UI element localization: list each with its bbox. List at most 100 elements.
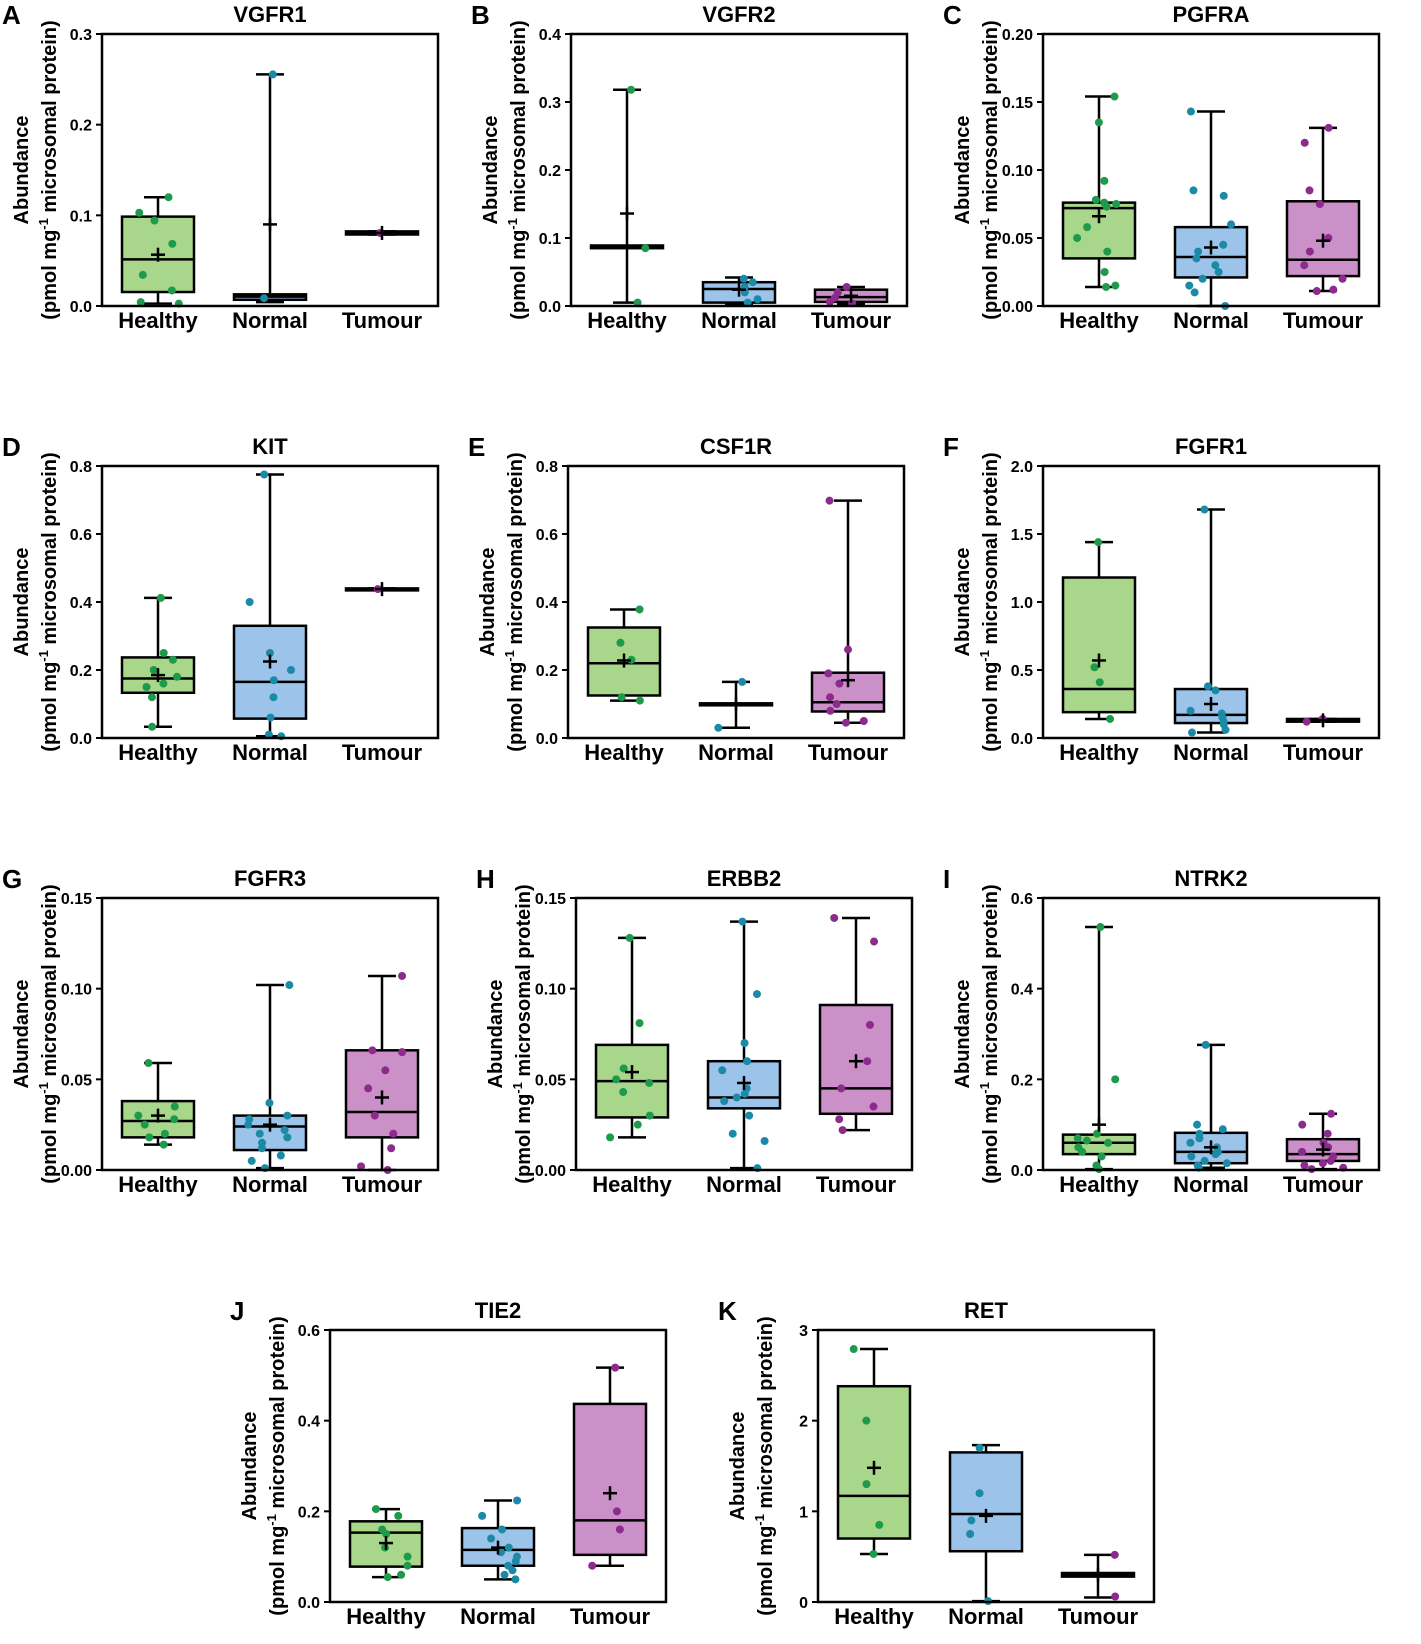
group-tumour: Tumour — [1058, 1550, 1139, 1629]
chart-title: PGFRA — [1173, 2, 1250, 27]
data-point — [635, 696, 644, 705]
data-point — [1305, 186, 1314, 195]
data-point — [266, 713, 275, 722]
data-point — [1110, 1550, 1119, 1559]
x-category-label: Tumour — [1283, 1172, 1364, 1197]
y-tick-label: 0.0 — [70, 731, 92, 748]
data-point — [1312, 287, 1321, 296]
data-point — [1100, 176, 1109, 185]
data-point — [865, 1020, 874, 1029]
data-point — [280, 1126, 289, 1135]
data-point — [269, 693, 278, 702]
chart-title: ERBB2 — [707, 866, 782, 891]
group-normal: Normal — [1173, 107, 1249, 333]
x-category-label: Tumour — [808, 740, 889, 765]
group-healthy: Healthy — [592, 933, 672, 1197]
y-axis-label-line1: Abundance — [952, 980, 974, 1089]
data-point — [1324, 123, 1333, 132]
x-category-label: Healthy — [1059, 308, 1139, 333]
group-normal: Normal — [948, 1443, 1024, 1629]
x-category-label: Normal — [706, 1172, 782, 1197]
data-point — [1300, 1161, 1309, 1170]
x-category-label: Tumour — [1058, 1604, 1139, 1629]
panel-a: A VGFR1 Abundance (pmol mg-1 microsomal pro… — [2, 0, 440, 333]
y-tick-label: 0.2 — [70, 663, 92, 680]
data-point — [1111, 281, 1120, 290]
data-point — [381, 1066, 390, 1075]
y-tick-label: 0.3 — [70, 27, 92, 44]
data-point — [1211, 1150, 1220, 1159]
y-axis-label-superscript: -1 — [977, 1082, 992, 1094]
x-category-label: Normal — [232, 740, 308, 765]
data-point — [1188, 728, 1197, 737]
data-point — [863, 1057, 872, 1066]
data-point — [616, 638, 625, 647]
y-tick-label: 0.0 — [1011, 1163, 1033, 1180]
group-normal: Normal — [232, 981, 308, 1197]
y-tick-label: 3 — [799, 1323, 808, 1340]
data-point — [504, 1543, 513, 1552]
data-point — [147, 693, 156, 702]
data-point — [967, 1516, 976, 1525]
y-axis-label-unit-rest: microsomal protein) — [513, 884, 535, 1082]
y-tick-label: 0.05 — [61, 1072, 92, 1089]
data-point — [588, 1561, 597, 1570]
data-point — [1082, 1136, 1091, 1145]
data-point — [732, 1093, 741, 1102]
data-point — [1187, 1152, 1196, 1161]
group-normal: Normal — [698, 677, 774, 765]
x-category-label: Healthy — [587, 308, 667, 333]
data-point — [398, 971, 407, 980]
panel-i: I NTRK2 Abundance (pmol mg-1 microsomal pro… — [943, 864, 1381, 1197]
data-point — [145, 1133, 154, 1142]
panel-h: H ERBB2 Abundance (pmol mg-1 microsomal pro… — [476, 864, 914, 1197]
data-point — [633, 1120, 642, 1129]
data-point — [500, 1570, 509, 1579]
data-point — [1102, 202, 1111, 211]
data-point — [134, 1111, 143, 1120]
data-point — [1323, 1129, 1332, 1138]
panel-k: K RET Abundance (pmol mg-1 microsomal prote… — [718, 1296, 1156, 1629]
data-point — [150, 216, 159, 225]
data-point — [1186, 1138, 1195, 1147]
data-point — [173, 672, 182, 681]
data-point — [1100, 268, 1109, 276]
data-point — [1190, 288, 1199, 297]
data-point — [645, 1078, 654, 1087]
data-point — [641, 244, 650, 253]
data-point — [364, 1084, 373, 1093]
data-point — [268, 70, 277, 79]
y-tick-label: 0.00 — [61, 1163, 92, 1180]
y-tick-label: 0.6 — [70, 527, 92, 544]
data-point — [869, 1102, 878, 1111]
y-axis-label-superscript: -1 — [36, 1082, 51, 1094]
data-point — [826, 693, 835, 702]
y-tick-label: 0.0 — [536, 731, 558, 748]
data-point — [615, 1525, 624, 1534]
x-category-label: Tumour — [1283, 308, 1364, 333]
data-point — [260, 470, 269, 479]
data-point — [159, 679, 168, 688]
y-axis-label-line1: Abundance — [485, 980, 507, 1089]
data-point — [826, 706, 835, 715]
box — [948, 1451, 1024, 1553]
y-tick-label: 0.0 — [1011, 731, 1033, 748]
data-point — [1211, 686, 1220, 695]
y-tick-label: 0.0 — [70, 299, 92, 316]
group-normal: Normal — [706, 917, 782, 1197]
data-point — [1103, 247, 1112, 256]
data-point — [743, 298, 752, 307]
panel-b: B VGFR2 Abundance (pmol mg-1 microsomal pro… — [471, 0, 909, 333]
data-point — [1200, 505, 1209, 514]
y-axis-label-unit-rest: microsomal protein) — [980, 884, 1002, 1082]
y-axis-label: Abundance (pmol mg-1 microsomal protein) — [952, 20, 1002, 319]
data-point — [1186, 107, 1195, 116]
box — [1173, 225, 1249, 279]
data-point — [244, 1120, 253, 1129]
data-point — [168, 239, 177, 248]
group-healthy: Healthy — [1059, 538, 1139, 765]
data-point — [862, 1480, 871, 1489]
data-point — [1073, 1134, 1082, 1143]
data-point — [720, 1097, 729, 1106]
data-point — [870, 937, 879, 946]
